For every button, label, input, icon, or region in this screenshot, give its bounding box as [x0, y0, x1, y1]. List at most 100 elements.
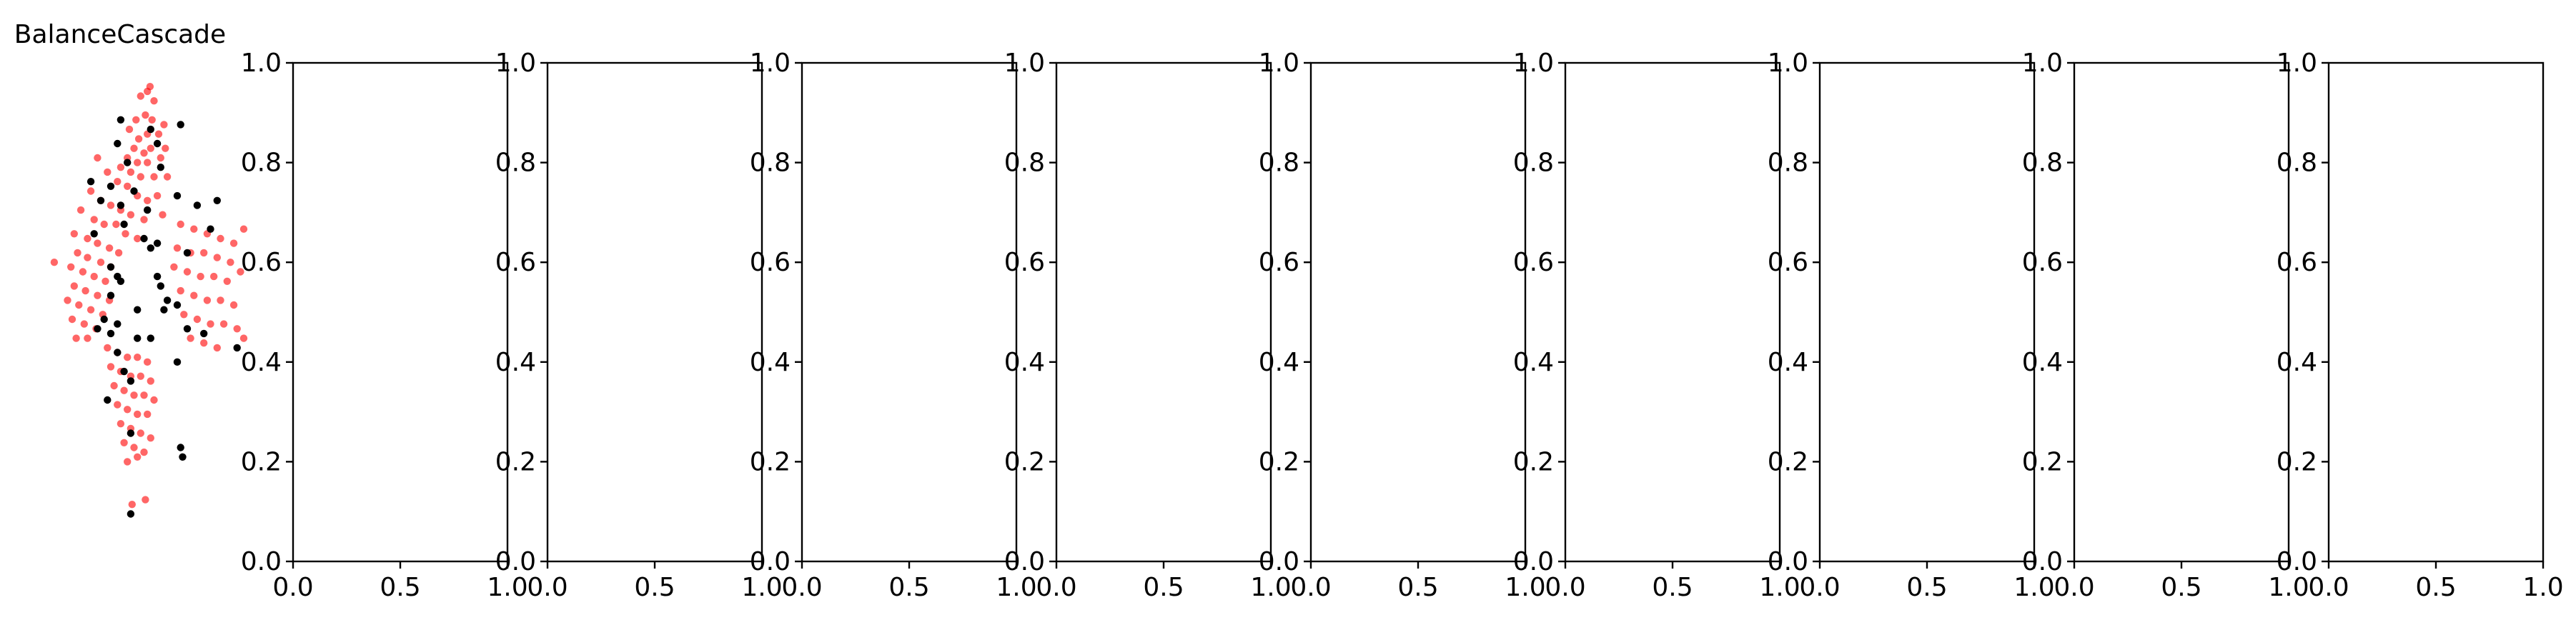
- x-tick-label: 0.0: [1290, 573, 1331, 602]
- y-tick-label: 0.2: [1513, 447, 1554, 476]
- minority-point: [127, 377, 135, 385]
- minority-point: [106, 182, 115, 190]
- minority-point: [140, 234, 148, 243]
- majority-point: [128, 501, 136, 509]
- majority-point: [127, 211, 135, 219]
- y-tick-label: 0.8: [1513, 149, 1554, 178]
- minority-point: [127, 510, 135, 518]
- y-tick-label: 0.2: [495, 447, 536, 476]
- majority-point: [127, 168, 135, 176]
- majority-point: [124, 182, 132, 190]
- majority-point: [84, 334, 91, 342]
- y-tick-label: 0.8: [750, 149, 791, 178]
- majority-point: [219, 320, 228, 328]
- y-tick-label: 0.6: [1004, 248, 1045, 277]
- y-tick-label: 0.0: [2022, 547, 2063, 576]
- majority-point: [125, 125, 134, 134]
- majority-point: [100, 220, 108, 229]
- minority-point: [120, 367, 128, 376]
- x-tick-label: 0.0: [2054, 573, 2094, 602]
- x-tick-label: 0.0: [2308, 573, 2349, 602]
- minority-point: [183, 249, 192, 257]
- minority-point: [163, 296, 172, 304]
- majority-point: [70, 282, 79, 290]
- y-tick-label: 0.0: [495, 547, 536, 576]
- y-tick-label: 0.6: [1259, 248, 1299, 277]
- majority-point: [117, 420, 125, 428]
- y-tick-label: 0.4: [2022, 348, 2063, 377]
- majority-point: [81, 286, 89, 295]
- x-tick-label: 1.0: [1505, 573, 1545, 602]
- y-tick-label: 0.0: [1768, 547, 1808, 576]
- minority-point: [173, 358, 182, 366]
- minority-point: [183, 325, 192, 333]
- majority-point: [148, 116, 156, 124]
- majority-point: [120, 386, 128, 394]
- y-tick-label: 0.2: [1259, 447, 1299, 476]
- majority-point: [140, 448, 148, 456]
- majority-point: [157, 154, 164, 162]
- minority-point: [130, 187, 138, 195]
- minority-point: [144, 206, 152, 214]
- y-tick-label: 1.0: [495, 49, 536, 78]
- majority-point: [187, 334, 194, 342]
- majority-point: [132, 116, 140, 124]
- empty-axes-9: 0.0 0.2 0.4 0.6 0.8 1.0 0.0 0.5 1.0: [2277, 49, 2564, 602]
- majority-point: [183, 268, 192, 276]
- majority-point: [200, 339, 208, 347]
- majority-point: [130, 391, 138, 399]
- panel-balancecascade: BalanceCascade: [14, 20, 248, 518]
- x-tick-label: 1.0: [2268, 573, 2309, 602]
- minority-point: [193, 201, 202, 209]
- y-tick-label: 0.2: [750, 447, 791, 476]
- minority-point: [106, 263, 115, 271]
- majority-point: [74, 249, 81, 257]
- majority-point: [94, 154, 101, 162]
- x-tick-label: 1.0: [1759, 573, 1800, 602]
- y-tick-label: 0.8: [2277, 149, 2317, 178]
- majority-point: [90, 216, 98, 224]
- minority-point: [134, 306, 142, 314]
- majority-point: [223, 277, 231, 285]
- empty-axes-2: 0.0 0.2 0.4 0.6 0.8 1.0 0.0 0.5 1.0: [495, 49, 783, 602]
- majority-point: [180, 311, 188, 319]
- empty-axes-5: 0.0 0.2 0.4 0.6 0.8 1.0 0.0 0.5 1.0: [1259, 49, 1546, 602]
- majority-point: [122, 230, 129, 238]
- y-tick-label: 0.4: [1004, 348, 1045, 377]
- majority-point: [144, 87, 152, 96]
- minority-point: [200, 329, 208, 338]
- minority-point: [177, 444, 184, 451]
- x-tick-label: 1.0: [2522, 573, 2563, 602]
- majority-point: [75, 301, 83, 309]
- y-tick-label: 0.6: [2022, 248, 2063, 277]
- minority-point: [117, 116, 125, 124]
- minority-point: [120, 220, 128, 229]
- y-tick-label: 0.6: [495, 248, 536, 277]
- majority-point: [134, 159, 142, 166]
- majority-point: [140, 216, 148, 224]
- x-tick-label: 0.5: [380, 573, 420, 602]
- majority-point: [130, 444, 138, 451]
- majority-point: [140, 391, 148, 399]
- majority-point: [150, 396, 158, 404]
- majority-point: [197, 272, 204, 281]
- majority-point: [142, 111, 149, 119]
- x-tick-label: 1.0: [1250, 573, 1291, 602]
- x-tick-label: 1.0: [2013, 573, 2054, 602]
- majority-point: [190, 291, 198, 299]
- minority-point: [127, 429, 135, 437]
- minority-point: [114, 320, 122, 328]
- y-tick-label: 0.0: [1513, 547, 1554, 576]
- empty-axes-4: 0.0 0.2 0.4 0.6 0.8 1.0 0.0 0.5 1.0: [1004, 49, 1292, 602]
- majority-point: [50, 259, 59, 266]
- majority-point: [239, 225, 248, 233]
- majority-point: [147, 144, 154, 152]
- minority-point: [147, 125, 154, 134]
- majority-point: [79, 268, 87, 276]
- majority-point: [134, 135, 143, 143]
- majority-point: [117, 164, 125, 171]
- majority-point: [163, 173, 172, 181]
- x-tick-label: 0.0: [1799, 573, 1840, 602]
- empty-axes-3: 0.0 0.2 0.4 0.6 0.8 1.0 0.0 0.5 1.0: [750, 49, 1037, 602]
